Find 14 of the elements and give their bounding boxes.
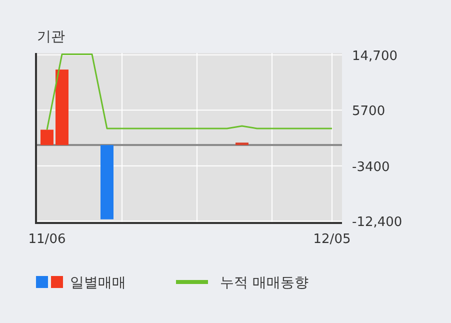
y-tick-label: 14,700: [352, 48, 398, 64]
y-tick-label: 5700: [352, 104, 386, 120]
x-tick-label: 11/06: [28, 232, 66, 247]
bar: [56, 70, 68, 146]
chart-title: 기관: [37, 29, 65, 45]
bar: [236, 142, 248, 146]
bar: [40, 130, 54, 146]
line-series: [46, 53, 333, 130]
legend-label: 일별매매: [70, 275, 126, 291]
bar: [100, 145, 114, 220]
x-tick-label: 12/05: [313, 232, 351, 247]
y-tick-label: -3400: [352, 160, 390, 175]
y-tick-label: -12,400: [352, 215, 402, 230]
legend-label: 누적 매매동향: [220, 275, 308, 291]
